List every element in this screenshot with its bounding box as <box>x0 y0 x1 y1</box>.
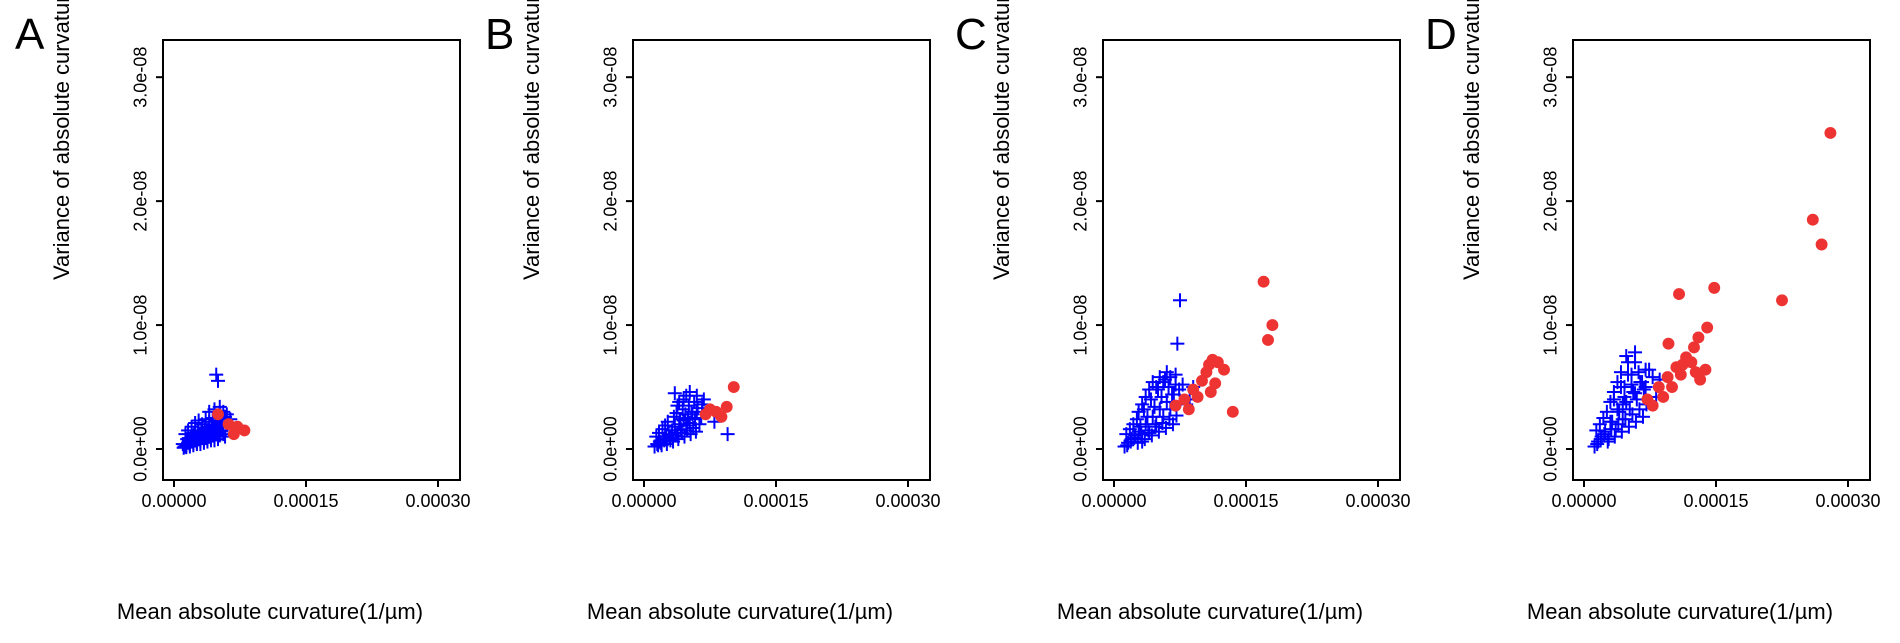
y-axis-label: Variance of absolute curvature(1/µm) <box>519 0 545 280</box>
x-axis-label: Mean absolute curvature(1/µm) <box>1480 599 1880 625</box>
panel-letter: A <box>15 10 44 60</box>
ytick-label: 1.0e-08 <box>1541 295 1561 356</box>
y-axis-label: Variance of absolute curvature(1/µm) <box>1459 0 1485 280</box>
red-marker <box>1673 288 1685 300</box>
xtick-label: 0.00015 <box>743 491 808 511</box>
blue-marker <box>192 414 206 428</box>
ytick-label: 0.0e+00 <box>601 416 621 482</box>
xtick-label: 0.00000 <box>1551 491 1616 511</box>
red-marker <box>721 401 733 413</box>
x-axis-label: Mean absolute curvature(1/µm) <box>70 599 470 625</box>
red-marker <box>1816 239 1828 251</box>
plot-wrap: Variance of absolute curvature(1/µm)0.0e… <box>1480 30 1880 625</box>
xtick-label: 0.00000 <box>1081 491 1146 511</box>
red-marker <box>1266 319 1278 331</box>
blue-marker <box>1612 405 1626 419</box>
blue-marker <box>1142 383 1156 397</box>
xtick-label: 0.00000 <box>611 491 676 511</box>
red-marker <box>1776 294 1788 306</box>
panels-container: A Variance of absolute curvature(1/µm)0.0… <box>10 10 1890 633</box>
blue-marker <box>1621 355 1635 369</box>
xtick-label: 0.00030 <box>405 491 470 511</box>
ytick-label: 3.0e-08 <box>601 47 621 108</box>
red-marker <box>228 428 240 440</box>
ytick-label: 1.0e-08 <box>1071 295 1091 356</box>
red-marker <box>1708 282 1720 294</box>
x-axis-label: Mean absolute curvature(1/µm) <box>540 599 940 625</box>
ytick-label: 0.0e+00 <box>1541 416 1561 482</box>
ytick-label: 0.0e+00 <box>131 416 151 482</box>
blue-marker <box>1614 365 1628 379</box>
blue-marker <box>1632 365 1646 379</box>
blue-marker <box>1642 363 1656 377</box>
red-marker <box>1207 354 1219 366</box>
ytick-label: 2.0e-08 <box>601 171 621 232</box>
ytick-label: 2.0e-08 <box>1541 171 1561 232</box>
panel-letter: B <box>485 10 514 60</box>
ytick-label: 3.0e-08 <box>1541 47 1561 108</box>
blue-marker <box>1628 345 1642 359</box>
ytick-label: 1.0e-08 <box>601 295 621 356</box>
blue-marker <box>1170 337 1184 351</box>
plot-wrap: Variance of absolute curvature(1/µm)0.0e… <box>1010 30 1410 625</box>
blue-marker <box>721 427 735 441</box>
red-marker <box>1675 369 1687 381</box>
ytick-label: 2.0e-08 <box>1071 171 1091 232</box>
panel-b: B Variance of absolute curvature(1/µm)0.0… <box>485 10 945 630</box>
red-marker <box>1192 391 1204 403</box>
xtick-label: 0.00030 <box>1345 491 1410 511</box>
red-marker <box>1647 400 1659 412</box>
red-marker <box>1262 334 1274 346</box>
red-marker <box>728 381 740 393</box>
red-marker <box>1258 276 1270 288</box>
red-marker <box>1227 406 1239 418</box>
blue-marker <box>1596 411 1610 425</box>
scatter-plot: 0.0e+00 1.0e-08 2.0e-08 3.0e-08 0.00000 0.000… <box>1048 30 1410 585</box>
ytick-label: 3.0e-08 <box>131 47 151 108</box>
xtick-label: 0.00030 <box>875 491 940 511</box>
red-marker <box>212 408 224 420</box>
panel-letter: C <box>955 10 987 60</box>
y-axis-label: Variance of absolute curvature(1/µm) <box>989 0 1015 280</box>
blue-marker <box>1603 395 1617 409</box>
ytick-label: 3.0e-08 <box>1071 47 1091 108</box>
scatter-plot: 0.0e+00 1.0e-08 2.0e-08 3.0e-08 0.00000 0.000… <box>108 30 470 585</box>
blue-marker <box>1173 293 1187 307</box>
xtick-label: 0.00015 <box>273 491 338 511</box>
ytick-label: 0.0e+00 <box>1071 416 1091 482</box>
panel-c: C Variance of absolute curvature(1/µm)0.0… <box>955 10 1415 630</box>
red-marker <box>1183 403 1195 415</box>
xtick-label: 0.00030 <box>1815 491 1880 511</box>
red-marker <box>1666 381 1678 393</box>
blue-marker <box>1625 368 1639 382</box>
red-marker <box>1701 322 1713 334</box>
panel-a: A Variance of absolute curvature(1/µm)0.0… <box>15 10 475 630</box>
red-marker <box>1692 332 1704 344</box>
red-marker <box>1663 338 1675 350</box>
red-marker <box>1824 127 1836 139</box>
red-marker <box>1699 364 1711 376</box>
blue-marker <box>1619 349 1633 363</box>
plot-wrap: Variance of absolute curvature(1/µm)0.0e… <box>540 30 940 625</box>
ytick-label: 1.0e-08 <box>131 295 151 356</box>
red-marker <box>1218 364 1230 376</box>
y-axis-label: Variance of absolute curvature(1/µm) <box>49 0 75 280</box>
panel-d: D Variance of absolute curvature(1/µm)0.0… <box>1425 10 1885 630</box>
x-axis-label: Mean absolute curvature(1/µm) <box>1010 599 1410 625</box>
scatter-plot: 0.0e+00 1.0e-08 2.0e-08 3.0e-08 0.00000 0.000… <box>1518 30 1880 585</box>
xtick-label: 0.00000 <box>141 491 206 511</box>
red-marker <box>1657 391 1669 403</box>
ytick-label: 2.0e-08 <box>131 171 151 232</box>
blue-marker <box>211 374 225 388</box>
xtick-label: 0.00015 <box>1213 491 1278 511</box>
plot-wrap: Variance of absolute curvature(1/µm)0.0e… <box>70 30 470 625</box>
red-marker <box>1807 214 1819 226</box>
red-marker <box>238 424 250 436</box>
scatter-plot: 0.0e+00 1.0e-08 2.0e-08 3.0e-08 0.00000 0.000… <box>578 30 940 585</box>
xtick-label: 0.00015 <box>1683 491 1748 511</box>
red-marker <box>1209 377 1221 389</box>
blue-marker <box>209 368 223 382</box>
panel-letter: D <box>1425 10 1457 60</box>
